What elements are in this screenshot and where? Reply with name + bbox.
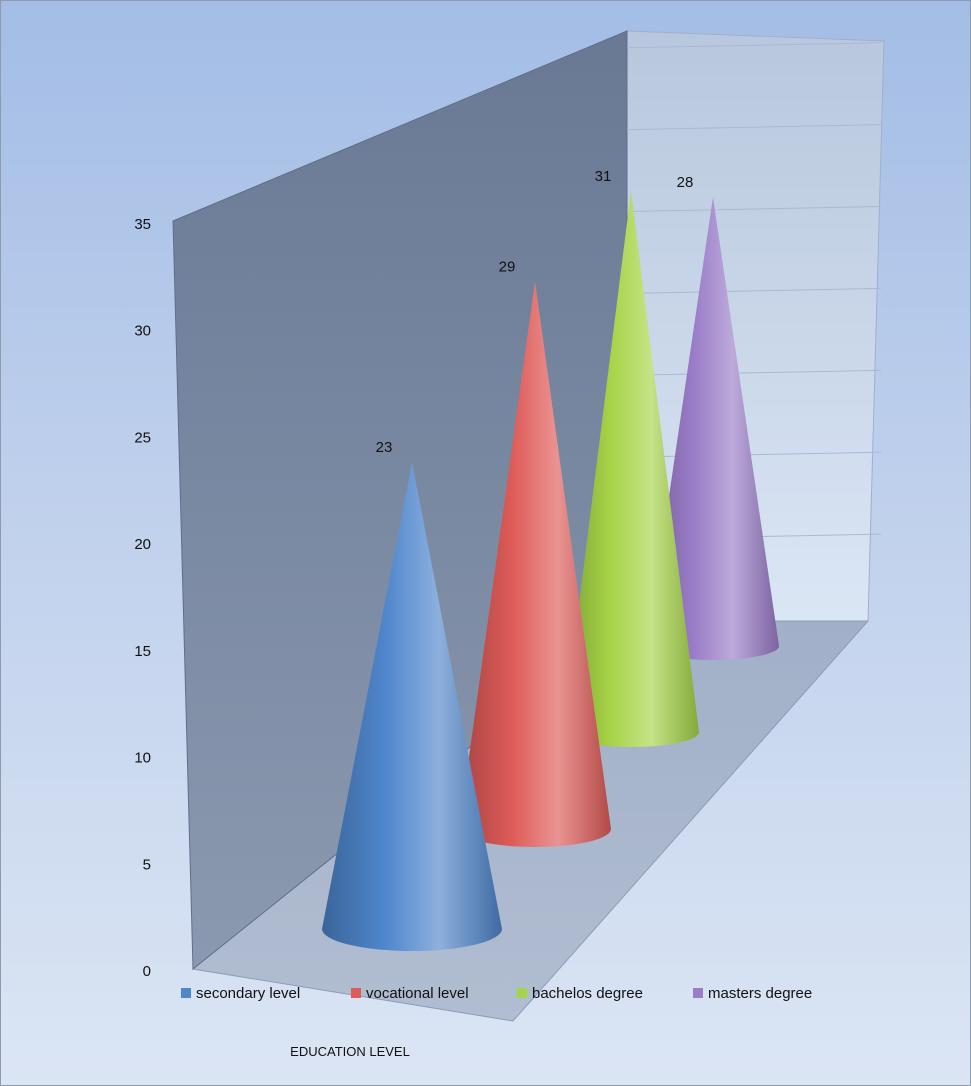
cone-2: [459, 281, 611, 847]
legend-label-1: secondary level: [196, 985, 300, 1002]
data-label-1: 23: [376, 439, 393, 456]
y-tick-label: 35: [134, 216, 151, 233]
legend-swatch-4: [693, 988, 703, 998]
legend-label-4: masters degree: [708, 985, 812, 1002]
y-tick-label: 25: [134, 429, 151, 446]
gridline: [626, 124, 882, 131]
data-label-2: 29: [499, 259, 516, 276]
data-label-3: 31: [595, 168, 612, 185]
y-tick-label: 20: [134, 536, 151, 553]
y-tick-label: 0: [143, 963, 151, 980]
y-tick-label: 15: [134, 643, 151, 660]
legend-label-2: vocational level: [366, 985, 469, 1002]
x-axis-title: EDUCATION LEVEL: [290, 1044, 410, 1059]
gridline: [626, 451, 882, 458]
legend-swatch-1: [181, 988, 191, 998]
legend-label-3: bachelos degree: [532, 985, 643, 1002]
cone-1: [322, 462, 502, 951]
y-axis-ticks: 0 5 10 15 20 25 30 35: [134, 42, 882, 980]
legend: secondary level vocational level bachelos …: [181, 985, 812, 1002]
cone-4: [647, 196, 779, 661]
data-label-4: 28: [677, 174, 694, 191]
data-labels: 28 31 29 23: [376, 168, 694, 456]
gridline: [626, 42, 882, 49]
cone-3: [563, 190, 699, 747]
legend-swatch-2: [351, 988, 361, 998]
legend-swatch-3: [517, 988, 527, 998]
gridline: [626, 369, 882, 376]
chart-cones: [322, 190, 779, 951]
y-tick-label: 30: [134, 323, 151, 340]
gridline: [626, 287, 882, 294]
gridline: [626, 206, 882, 213]
y-tick-label: 5: [143, 856, 151, 873]
y-tick-label: 10: [134, 750, 151, 767]
